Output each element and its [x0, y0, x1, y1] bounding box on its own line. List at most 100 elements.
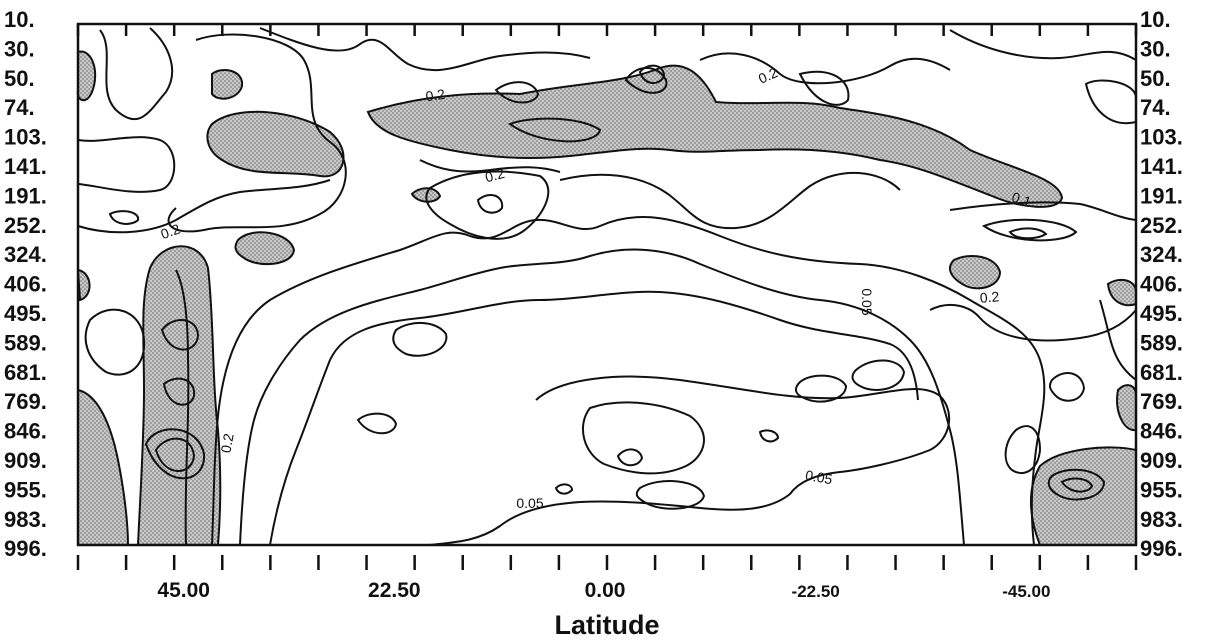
contour-line: [1047, 468, 1106, 501]
shaded-region: [136, 245, 222, 546]
contour-line: [559, 171, 901, 230]
contour-line: [269, 290, 919, 546]
y-tick-label-right: 495.: [1140, 301, 1183, 326]
shaded-region: [211, 69, 244, 100]
contour-line: [1008, 227, 1048, 240]
contour-labels: 0.2 0.2 0.2 0.2 0.1 0.2 0.05 0.2 0.05 0.05: [158, 64, 1033, 511]
contour-line: [1060, 477, 1094, 493]
contour-label: 0.2: [979, 288, 1000, 306]
contour-line: [1048, 372, 1086, 402]
contour-line: [392, 322, 448, 357]
contour-line: [425, 170, 550, 240]
contour-lines: [77, 27, 1137, 546]
y-tick-label-left: 955.: [4, 477, 47, 502]
x-axis-title: Latitude: [555, 610, 660, 640]
y-axis-left: 10. 30. 50. 74. 103. 141. 191. 252. 324. 406. 495.…: [4, 7, 47, 561]
x-tick-label: 22.50: [368, 579, 421, 602]
contour-line: [77, 179, 331, 234]
y-tick-label-left: 324.: [4, 242, 47, 267]
y-tick-label-left: 983.: [4, 507, 47, 532]
shaded-region: [206, 110, 345, 178]
y-tick-label-left: 589.: [4, 330, 47, 355]
contour-line: [175, 269, 190, 546]
x-axis-labels: 45.00 22.50 0.00 -22.50 -45.00: [157, 579, 1050, 602]
y-tick-label-left: 74.: [4, 95, 35, 120]
contour-label: 0.05: [859, 288, 875, 315]
contour-line: [929, 303, 1137, 342]
x-tick-label: -45.00: [1002, 582, 1050, 601]
x-tick-label: 0.00: [585, 579, 626, 602]
shaded-region: [77, 388, 130, 546]
y-tick-label-right: 103.: [1140, 125, 1183, 150]
contour-line: [259, 27, 591, 72]
contour-line: [1099, 299, 1137, 381]
contour-line: [494, 81, 540, 104]
y-tick-label-left: 909.: [4, 448, 47, 473]
contour-line: [798, 70, 850, 106]
contour-line: [167, 33, 347, 233]
y-tick-label-right: 10.: [1140, 7, 1171, 32]
y-tick-label-right: 681.: [1140, 360, 1183, 385]
y-tick-label-right: 74.: [1140, 95, 1171, 120]
contour-line: [758, 429, 780, 443]
y-tick-label-right: 769.: [1140, 389, 1183, 414]
y-tick-label-right: 406.: [1140, 272, 1183, 297]
y-tick-label-right: 955.: [1140, 477, 1183, 502]
y-tick-label-left: 103.: [4, 125, 47, 150]
shaded-region: [76, 268, 91, 302]
contour-line: [624, 67, 668, 94]
x-tick-label: 45.00: [157, 579, 210, 602]
x-tick-label: -22.50: [792, 582, 840, 601]
y-tick-label-left: 495.: [4, 301, 47, 326]
y-tick-label-left: 681.: [4, 360, 47, 385]
y-tick-label-right: 324.: [1140, 242, 1183, 267]
contour-label: 0.05: [516, 495, 543, 511]
y-tick-label-left: 10.: [4, 7, 35, 32]
contour-label: 0.2: [158, 220, 182, 242]
contour-line: [507, 117, 602, 143]
contour-line: [635, 480, 706, 510]
contour-line: [77, 136, 176, 193]
contour-label: 0.1: [1010, 189, 1034, 210]
shaded-region: [1106, 278, 1137, 307]
contour-line: [160, 319, 200, 351]
contour-line: [616, 448, 644, 467]
contour-line: [851, 359, 906, 391]
shaded-region: [76, 50, 97, 102]
y-tick-label-right: 589.: [1140, 330, 1183, 355]
x-axis-ticks: [76, 24, 1138, 570]
contour-line: [154, 437, 196, 472]
y-tick-label-right: 909.: [1140, 448, 1183, 473]
y-tick-label-left: 30.: [4, 36, 35, 61]
shaded-regions: [76, 50, 1137, 546]
y-tick-label-right: 252.: [1140, 213, 1183, 238]
contour-line: [429, 375, 950, 546]
contour-line: [1084, 79, 1137, 125]
contour-line: [356, 412, 398, 435]
contour-line: [162, 377, 196, 406]
contour-label: 0.2: [483, 165, 506, 186]
contour-line: [699, 52, 951, 85]
y-tick-label-left: 996.: [4, 536, 47, 561]
contour-line: [476, 193, 504, 214]
contour-label: 0.05: [804, 467, 834, 488]
contour-line: [211, 216, 1046, 546]
contour-line: [949, 201, 1137, 221]
y-tick-label-left: 50.: [4, 66, 35, 91]
y-tick-label-right: 846.: [1140, 419, 1183, 444]
contour-line: [239, 248, 965, 546]
contour-line: [99, 27, 174, 121]
y-tick-label-left: 769.: [4, 389, 47, 414]
y-tick-label-right: 141.: [1140, 154, 1183, 179]
y-tick-label-left: 141.: [4, 154, 47, 179]
y-tick-label-right: 30.: [1140, 36, 1171, 61]
y-tick-label-right: 50.: [1140, 66, 1171, 91]
y-tick-label-right: 983.: [1140, 507, 1183, 532]
shaded-region: [234, 231, 296, 266]
contour-line: [554, 483, 574, 495]
contour-line: [794, 374, 848, 403]
y-tick-label-left: 252.: [4, 213, 47, 238]
contour-line: [1004, 425, 1042, 475]
contour-line: [84, 308, 146, 376]
